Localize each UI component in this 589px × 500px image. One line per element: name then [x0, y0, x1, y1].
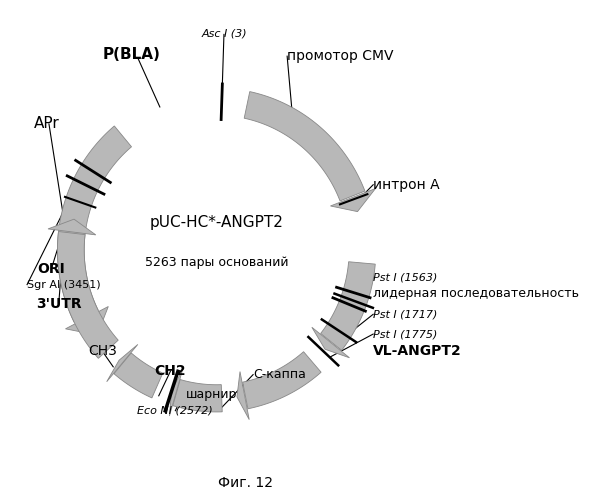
Text: CH3: CH3	[88, 344, 117, 358]
Polygon shape	[237, 372, 249, 420]
Text: APr: APr	[34, 116, 60, 132]
Text: Asc I (3): Asc I (3)	[201, 28, 247, 38]
Text: Eco NI (2572): Eco NI (2572)	[137, 406, 213, 415]
Text: Pst I (1563): Pst I (1563)	[373, 272, 438, 282]
Text: интрон А: интрон А	[373, 178, 440, 192]
Text: С-каппа: С-каппа	[253, 368, 306, 381]
Text: VL-ANGPT2: VL-ANGPT2	[373, 344, 462, 358]
Polygon shape	[65, 306, 108, 335]
Polygon shape	[114, 353, 163, 398]
Polygon shape	[330, 188, 375, 212]
Text: Sgr AI (3451): Sgr AI (3451)	[27, 280, 101, 289]
Text: лидерная последовательность: лидерная последовательность	[373, 286, 579, 300]
Polygon shape	[170, 369, 183, 416]
Polygon shape	[58, 126, 131, 322]
Polygon shape	[173, 380, 222, 412]
Polygon shape	[320, 262, 375, 350]
Text: Pst I (1717): Pst I (1717)	[373, 310, 438, 320]
Text: 5263 пары оснований: 5263 пары оснований	[145, 256, 289, 269]
Polygon shape	[58, 232, 118, 358]
Polygon shape	[312, 327, 349, 358]
Text: шарнир: шарнир	[186, 388, 237, 401]
Polygon shape	[107, 344, 138, 382]
Text: промотор CMV: промотор CMV	[287, 49, 393, 63]
Text: Pst I (1775): Pst I (1775)	[373, 329, 438, 339]
Polygon shape	[243, 352, 321, 409]
Text: CH2: CH2	[155, 364, 186, 378]
Text: ORI: ORI	[38, 262, 65, 276]
Text: pUC-HC*-ANGPT2: pUC-HC*-ANGPT2	[150, 216, 283, 230]
Polygon shape	[244, 92, 365, 201]
Text: 3'UTR: 3'UTR	[36, 298, 81, 312]
Text: Фиг. 12: Фиг. 12	[219, 476, 273, 490]
Text: P(BLA): P(BLA)	[102, 47, 161, 62]
Polygon shape	[48, 219, 96, 235]
